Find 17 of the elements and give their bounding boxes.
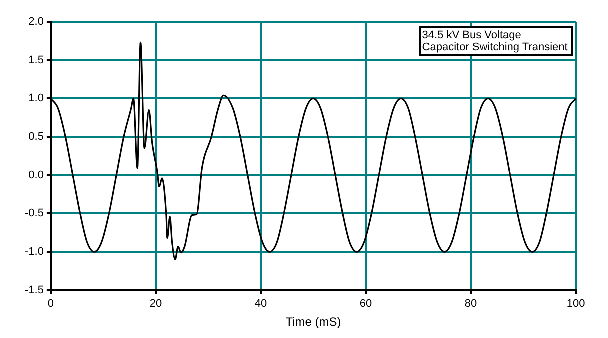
y-tick-label: 1.5 [28,54,44,66]
y-tick-label: 2.0 [28,16,44,28]
y-tick-label: 1.0 [28,92,44,105]
y-tick-label: -0.5 [24,208,44,220]
x-tick-label: 20 [150,298,162,310]
y-tick-label: -1.5 [24,284,44,296]
x-tick-label: 40 [254,298,268,310]
y-tick-label: 0.0 [28,169,44,182]
x-tick-label: 0 [48,298,54,310]
y-tick-label: 0.5 [28,131,44,144]
y-tick-label: -1.0 [24,246,44,258]
x-tick-label: 100 [566,298,586,310]
x-tick-label: 60 [360,298,372,310]
annotation: 34.5 kV Bus Voltage [422,30,522,42]
annotation: Capacitor Switching Transient [422,42,568,54]
x-tick-label: 80 [464,298,478,310]
x-axis-title: Time (mS) [286,315,342,330]
